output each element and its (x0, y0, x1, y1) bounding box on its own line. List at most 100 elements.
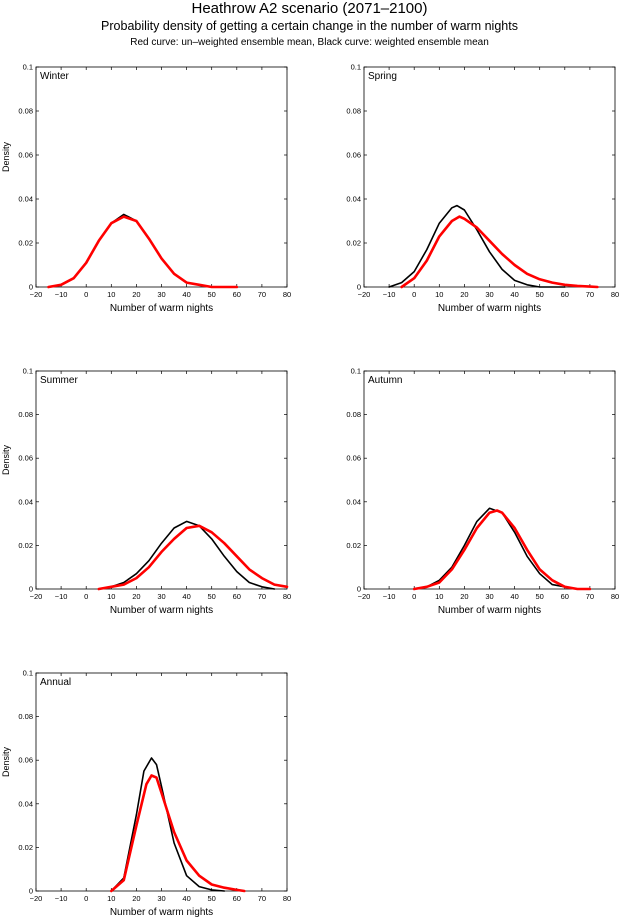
autumn-x-tick-label: 50 (536, 592, 544, 601)
annual-y-tick-label: 0 (29, 887, 33, 896)
annual-unweighted-curve (110, 774, 246, 893)
autumn-y-tick-label: 0 (357, 585, 361, 594)
summer-x-axis-label: Number of warm nights (110, 605, 213, 616)
autumn-x-tick-label: 60 (561, 592, 569, 601)
summer-weighted-curve (98, 520, 276, 590)
autumn-y-tick-label: 0.08 (346, 410, 361, 419)
summer-y-tick-label: 0.04 (18, 497, 33, 506)
spring-unweighted-curve (400, 215, 599, 289)
summer-x-tick-label: 60 (233, 592, 241, 601)
summer-panel-label: Summer (40, 375, 78, 386)
winter-y-axis-label: Density (1, 141, 11, 172)
summer-y-tick-label: 0.02 (18, 541, 33, 550)
spring-weighted-curve (388, 204, 566, 288)
winter-y-tick-label: 0.08 (18, 107, 33, 116)
winter-plot-frame (35, 66, 288, 288)
annual-plot-frame (35, 672, 288, 892)
spring-y-tick-label: 0 (357, 283, 361, 292)
spring-panel-label: Spring (368, 71, 397, 82)
annual-x-tick-label: 60 (233, 894, 241, 903)
spring-x-tick-label: 10 (435, 290, 443, 299)
summer-x-tick-label: −10 (55, 592, 68, 601)
spring-x-tick-label: 70 (586, 290, 594, 299)
autumn-x-tick-label: 0 (412, 592, 416, 601)
spring-x-tick-label: 50 (536, 290, 544, 299)
autumn-x-tick-label: 30 (485, 592, 493, 601)
annual-x-axis-label: Number of warm nights (110, 907, 213, 918)
winter-y-tick-label: 0.02 (18, 239, 33, 248)
winter-x-axis-label: Number of warm nights (110, 303, 213, 314)
annual-y-tick-label: 0.1 (23, 669, 33, 678)
summer-y-axis-label: Density (1, 444, 11, 475)
spring-y-tick-label: 0.06 (346, 151, 361, 160)
summer-x-tick-label: −20 (30, 592, 43, 601)
annual-y-axis-label: Density (1, 746, 11, 777)
annual-y-tick-label: 0.06 (18, 756, 33, 765)
summer-unweighted-curve (97, 524, 289, 591)
winter-panel-label: Winter (40, 71, 70, 82)
autumn-x-tick-label: 70 (586, 592, 594, 601)
summer-x-tick-label: 30 (157, 592, 165, 601)
winter-x-tick-label: 40 (182, 290, 190, 299)
summer-y-tick-label: 0.06 (18, 454, 33, 463)
spring-x-tick-label: 60 (561, 290, 569, 299)
winter-x-tick-label: 20 (132, 290, 140, 299)
summer-y-tick-label: 0.08 (18, 410, 33, 419)
summer-x-tick-label: 80 (283, 592, 291, 601)
annual-x-tick-label: 80 (283, 894, 291, 903)
winter-x-tick-label: 50 (208, 290, 216, 299)
spring-y-tick-label: 0.02 (346, 239, 361, 248)
autumn-x-tick-label: −20 (358, 592, 371, 601)
autumn-y-tick-label: 0.02 (346, 541, 361, 550)
winter-x-tick-label: 0 (84, 290, 88, 299)
winter-x-tick-label: 10 (107, 290, 115, 299)
spring-x-tick-label: 0 (412, 290, 416, 299)
annual-panel-label: Annual (40, 677, 71, 688)
winter-y-tick-label: 0 (29, 283, 33, 292)
spring-x-tick-label: 80 (611, 290, 619, 299)
spring-y-tick-label: 0.04 (346, 195, 361, 204)
winter-x-tick-label: −10 (55, 290, 68, 299)
winter-x-tick-label: −20 (30, 290, 43, 299)
annual-x-tick-label: −10 (55, 894, 68, 903)
summer-x-tick-label: 0 (84, 592, 88, 601)
annual-x-tick-label: 10 (107, 894, 115, 903)
winter-x-tick-label: 80 (283, 290, 291, 299)
winter-x-tick-label: 70 (258, 290, 266, 299)
spring-x-tick-label: 40 (510, 290, 518, 299)
summer-x-tick-label: 50 (208, 592, 216, 601)
annual-x-tick-label: 70 (258, 894, 266, 903)
spring-x-tick-label: −20 (358, 290, 371, 299)
autumn-x-tick-label: 20 (460, 592, 468, 601)
spring-y-tick-label: 0.1 (351, 63, 361, 72)
annual-y-tick-label: 0.04 (18, 799, 33, 808)
spring-plot-frame (363, 66, 616, 288)
annual-x-tick-label: 40 (182, 894, 190, 903)
autumn-x-tick-label: 40 (510, 592, 518, 601)
winter-y-tick-label: 0.06 (18, 151, 33, 160)
autumn-x-tick-label: 10 (435, 592, 443, 601)
spring-y-tick-label: 0.08 (346, 107, 361, 116)
annual-weighted-curve (110, 757, 226, 892)
annual-x-tick-label: 50 (208, 894, 216, 903)
annual-x-tick-label: 0 (84, 894, 88, 903)
summer-x-tick-label: 10 (107, 592, 115, 601)
winter-y-tick-label: 0.1 (23, 63, 33, 72)
autumn-plot-frame (363, 370, 616, 590)
autumn-unweighted-curve (412, 509, 592, 591)
spring-x-tick-label: 20 (460, 290, 468, 299)
autumn-y-tick-label: 0.06 (346, 454, 361, 463)
autumn-x-axis-label: Number of warm nights (438, 605, 541, 616)
curve-legend-note: Red curve: un–weighted ensemble mean, Bl… (130, 37, 489, 48)
winter-x-tick-label: 60 (233, 290, 241, 299)
autumn-y-tick-label: 0.04 (346, 497, 361, 506)
winter-x-tick-label: 30 (157, 290, 165, 299)
annual-x-tick-label: 20 (132, 894, 140, 903)
annual-y-tick-label: 0.02 (18, 843, 33, 852)
summer-x-tick-label: 20 (132, 592, 140, 601)
spring-x-tick-label: −10 (383, 290, 396, 299)
summer-y-tick-label: 0 (29, 585, 33, 594)
spring-x-axis-label: Number of warm nights (438, 303, 541, 314)
annual-y-tick-label: 0.08 (18, 712, 33, 721)
